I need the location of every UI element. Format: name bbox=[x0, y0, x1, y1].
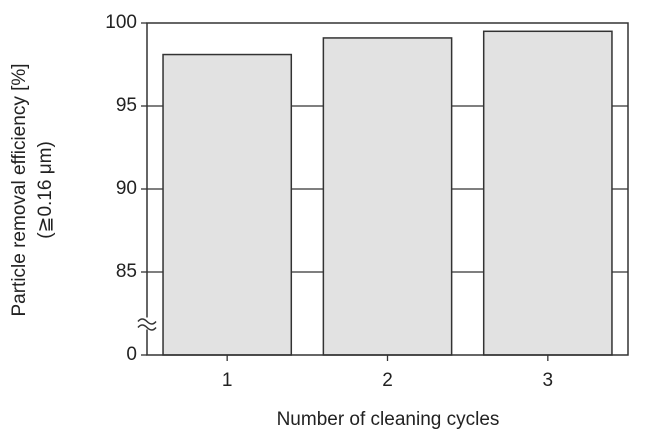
axis-break-gap bbox=[139, 317, 153, 330]
y-tick-label: 95 bbox=[116, 95, 137, 116]
bar bbox=[322, 37, 453, 356]
y-tick-label: 0 bbox=[126, 344, 137, 365]
bar bbox=[482, 30, 613, 356]
x-axis-label: Number of cleaning cycles bbox=[277, 409, 500, 430]
axis-break bbox=[137, 318, 157, 331]
y-axis-label-line: (≧0.16 μm) bbox=[35, 141, 56, 239]
y-axis-label: Particle removal efficiency [%] (≧0.16 μ… bbox=[9, 63, 56, 316]
y-tick-label: 85 bbox=[116, 261, 137, 282]
bar bbox=[162, 53, 293, 356]
x-tick-label: 2 bbox=[382, 370, 393, 391]
y-tick-label: 100 bbox=[105, 12, 137, 33]
x-tick-label: 3 bbox=[543, 370, 554, 391]
x-tick-label: 1 bbox=[222, 370, 233, 391]
y-tick-label: 90 bbox=[116, 178, 137, 199]
y-axis-label-line: Particle removal efficiency [%] bbox=[9, 63, 30, 316]
plot-frame bbox=[146, 22, 629, 356]
